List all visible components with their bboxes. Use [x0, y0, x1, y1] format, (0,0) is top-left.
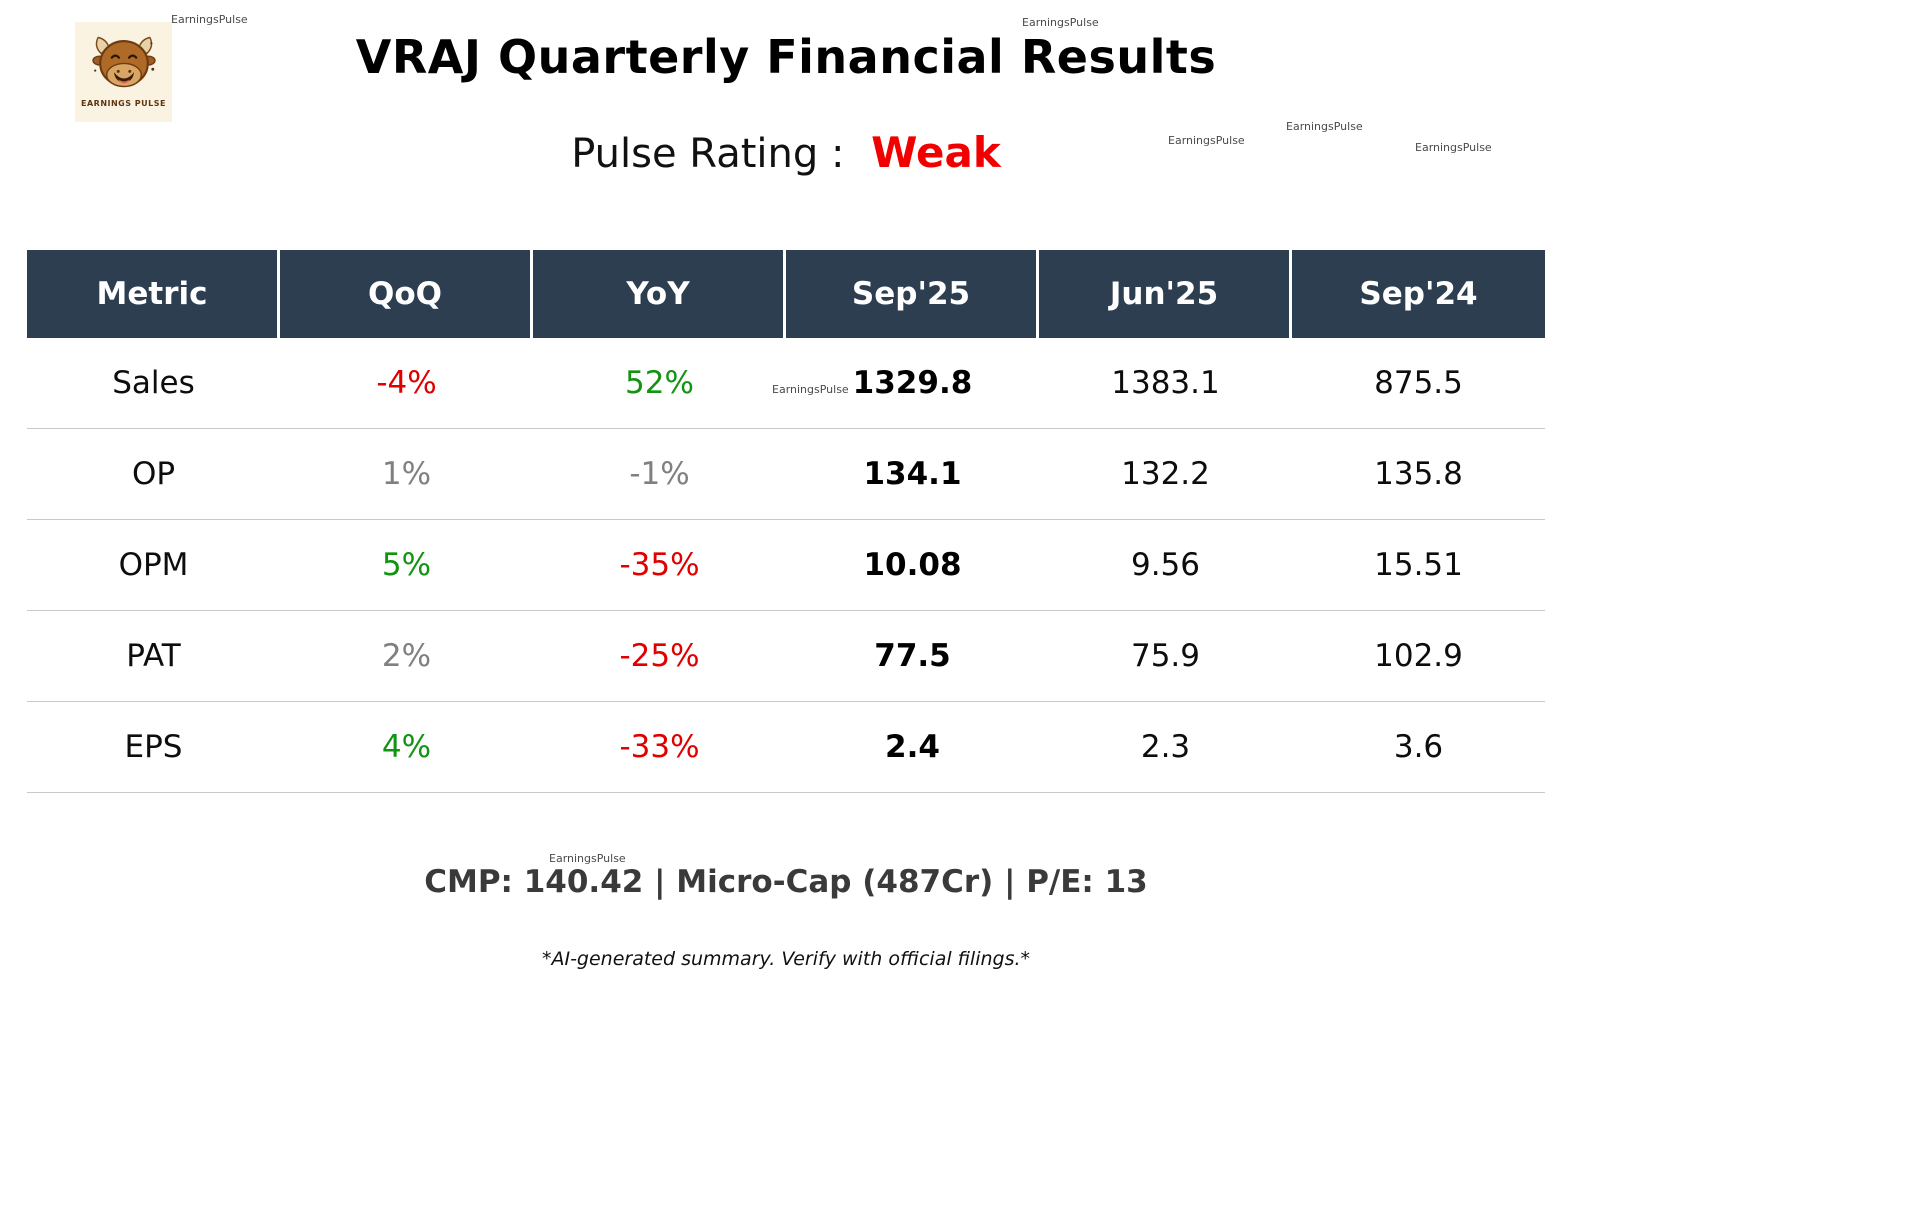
- sep24-value: 135.8: [1374, 456, 1463, 492]
- qoq-value: 2%: [381, 638, 432, 674]
- metric-label: Sales: [112, 365, 195, 401]
- sep25-value: 10.08: [863, 547, 962, 583]
- jun25-value: 9.56: [1130, 547, 1201, 583]
- page-title: VRAJ Quarterly Financial Results: [355, 30, 1217, 84]
- qoq-value: -4%: [376, 365, 437, 401]
- financial-results-table: Metric QoQ YoY Sep'25 Jun'25 Sep'24 Sale…: [27, 250, 1545, 793]
- column-header-metric: Metric: [27, 250, 280, 338]
- table-row-sales: Sales -4% 52% 1329.8 1383.1 875.5: [27, 338, 1545, 429]
- metric-label: PAT: [126, 638, 181, 674]
- yoy-value: -33%: [619, 729, 700, 765]
- bull-icon: [88, 22, 160, 98]
- column-header-sep24: Sep'24: [1359, 276, 1478, 312]
- watermark: EarningsPulse: [549, 852, 626, 865]
- qoq-value: 4%: [381, 729, 432, 765]
- yoy-value: -25%: [619, 638, 700, 674]
- sep24-value: 3.6: [1393, 729, 1444, 765]
- watermark: EarningsPulse: [1022, 16, 1099, 29]
- qoq-value: 1%: [381, 456, 432, 492]
- yoy-value: -1%: [629, 456, 690, 492]
- watermark: EarningsPulse: [1286, 120, 1363, 133]
- column-header-qoq: QoQ: [280, 250, 533, 338]
- metric-label: OP: [131, 456, 176, 492]
- ai-disclaimer: *AI-generated summary. Verify with offic…: [541, 948, 1031, 970]
- sep24-value: 875.5: [1374, 365, 1463, 401]
- metric-label: OPM: [118, 547, 189, 583]
- sep25-value: 77.5: [874, 638, 951, 674]
- yoy-value: -35%: [619, 547, 700, 583]
- watermark: EarningsPulse: [171, 13, 248, 26]
- column-header-yoy: YoY: [533, 250, 786, 338]
- pulse-rating-label: Pulse Rating :: [571, 131, 845, 177]
- cmp-summary: CMP: 140.42 | Micro-Cap (487Cr) | P/E: 1…: [424, 864, 1148, 900]
- sep25-value: 1329.8: [852, 365, 973, 401]
- table-row-eps: EPS 4% -33% 2.4 2.3 3.6: [27, 702, 1545, 793]
- table-header-row: Metric QoQ YoY Sep'25 Jun'25 Sep'24: [27, 250, 1545, 338]
- jun25-value: 75.9: [1130, 638, 1201, 674]
- jun25-value: 132.2: [1121, 456, 1210, 492]
- table-row-pat: PAT 2% -25% 77.5 75.9 102.9: [27, 611, 1545, 702]
- watermark: EarningsPulse: [1415, 141, 1492, 154]
- table-row-op: OP 1% -1% 134.1 132.2 135.8: [27, 429, 1545, 520]
- jun25-value: 2.3: [1140, 729, 1191, 765]
- pulse-rating-value: Weak: [871, 128, 1001, 177]
- table-row-opm: OPM 5% -35% 10.08 9.56 15.51: [27, 520, 1545, 611]
- watermark: EarningsPulse: [1168, 134, 1245, 147]
- logo-caption: EARNINGS PULSE: [81, 99, 166, 108]
- sep25-value: 2.4: [885, 729, 940, 765]
- watermark: EarningsPulse: [772, 383, 849, 396]
- jun25-value: 1383.1: [1111, 365, 1220, 401]
- metric-label: EPS: [124, 729, 183, 765]
- pulse-rating-line: Pulse Rating : Weak: [0, 128, 1572, 177]
- yoy-value: 52%: [625, 365, 694, 401]
- earnings-pulse-logo: EARNINGS PULSE: [75, 22, 172, 122]
- sep24-value: 102.9: [1374, 638, 1463, 674]
- column-header-sep25: Sep'25: [786, 250, 1039, 338]
- qoq-value: 5%: [381, 547, 432, 583]
- sep25-value: 134.1: [863, 456, 962, 492]
- column-header-jun25: Jun'25: [1039, 250, 1292, 338]
- sep24-value: 15.51: [1374, 547, 1463, 583]
